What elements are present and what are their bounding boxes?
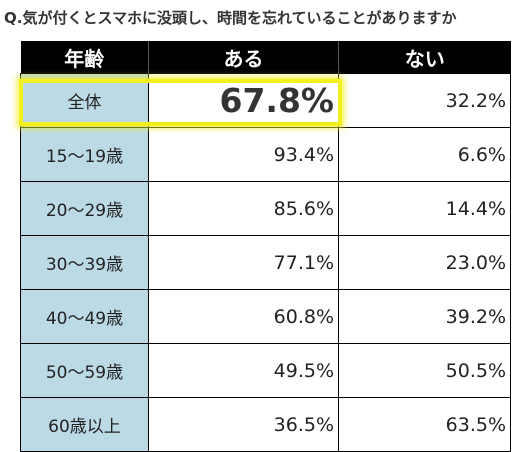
table-row: 50〜59歳 49.5% 50.5% bbox=[20, 343, 511, 398]
table-header-row: 年齢 ある ない bbox=[20, 41, 511, 74]
nai-value: 14.4% bbox=[338, 181, 511, 236]
aru-value: 85.6% bbox=[148, 181, 339, 236]
table-row: 60歳以上 36.5% 63.5% bbox=[20, 397, 511, 452]
table-row: 40〜49歳 60.8% 39.2% bbox=[20, 289, 511, 344]
age-label: 30〜39歳 bbox=[20, 235, 149, 290]
nai-value: 63.5% bbox=[338, 397, 511, 452]
aru-value: 93.4% bbox=[148, 127, 339, 182]
aru-value: 67.8% bbox=[148, 73, 339, 128]
age-label: 全体 bbox=[20, 73, 149, 128]
question-title: Q.気が付くとスマホに没頭し、時間を忘れていることがありますか bbox=[4, 9, 457, 27]
header-aru: ある bbox=[148, 41, 339, 74]
age-label: 15〜19歳 bbox=[20, 127, 149, 182]
table-row: 30〜39歳 77.1% 23.0% bbox=[20, 235, 511, 290]
table-row: 20〜29歳 85.6% 14.4% bbox=[20, 181, 511, 236]
table-row: 15〜19歳 93.4% 6.6% bbox=[20, 127, 511, 182]
results-table: 年齢 ある ない 全体 67.8% 32.2% 15〜19歳 93.4% 6.6… bbox=[20, 41, 511, 452]
age-label: 20〜29歳 bbox=[20, 181, 149, 236]
nai-value: 32.2% bbox=[338, 73, 511, 128]
nai-value: 39.2% bbox=[338, 289, 511, 344]
aru-value: 36.5% bbox=[148, 397, 339, 452]
aru-value: 77.1% bbox=[148, 235, 339, 290]
aru-value: 60.8% bbox=[148, 289, 339, 344]
header-nai: ない bbox=[338, 41, 511, 74]
age-label: 60歳以上 bbox=[20, 397, 149, 452]
age-label: 40〜49歳 bbox=[20, 289, 149, 344]
age-label: 50〜59歳 bbox=[20, 343, 149, 398]
table-row: 全体 67.8% 32.2% bbox=[20, 73, 511, 128]
header-age: 年齢 bbox=[20, 41, 149, 74]
aru-value: 49.5% bbox=[148, 343, 339, 398]
nai-value: 50.5% bbox=[338, 343, 511, 398]
nai-value: 23.0% bbox=[338, 235, 511, 290]
nai-value: 6.6% bbox=[338, 127, 511, 182]
